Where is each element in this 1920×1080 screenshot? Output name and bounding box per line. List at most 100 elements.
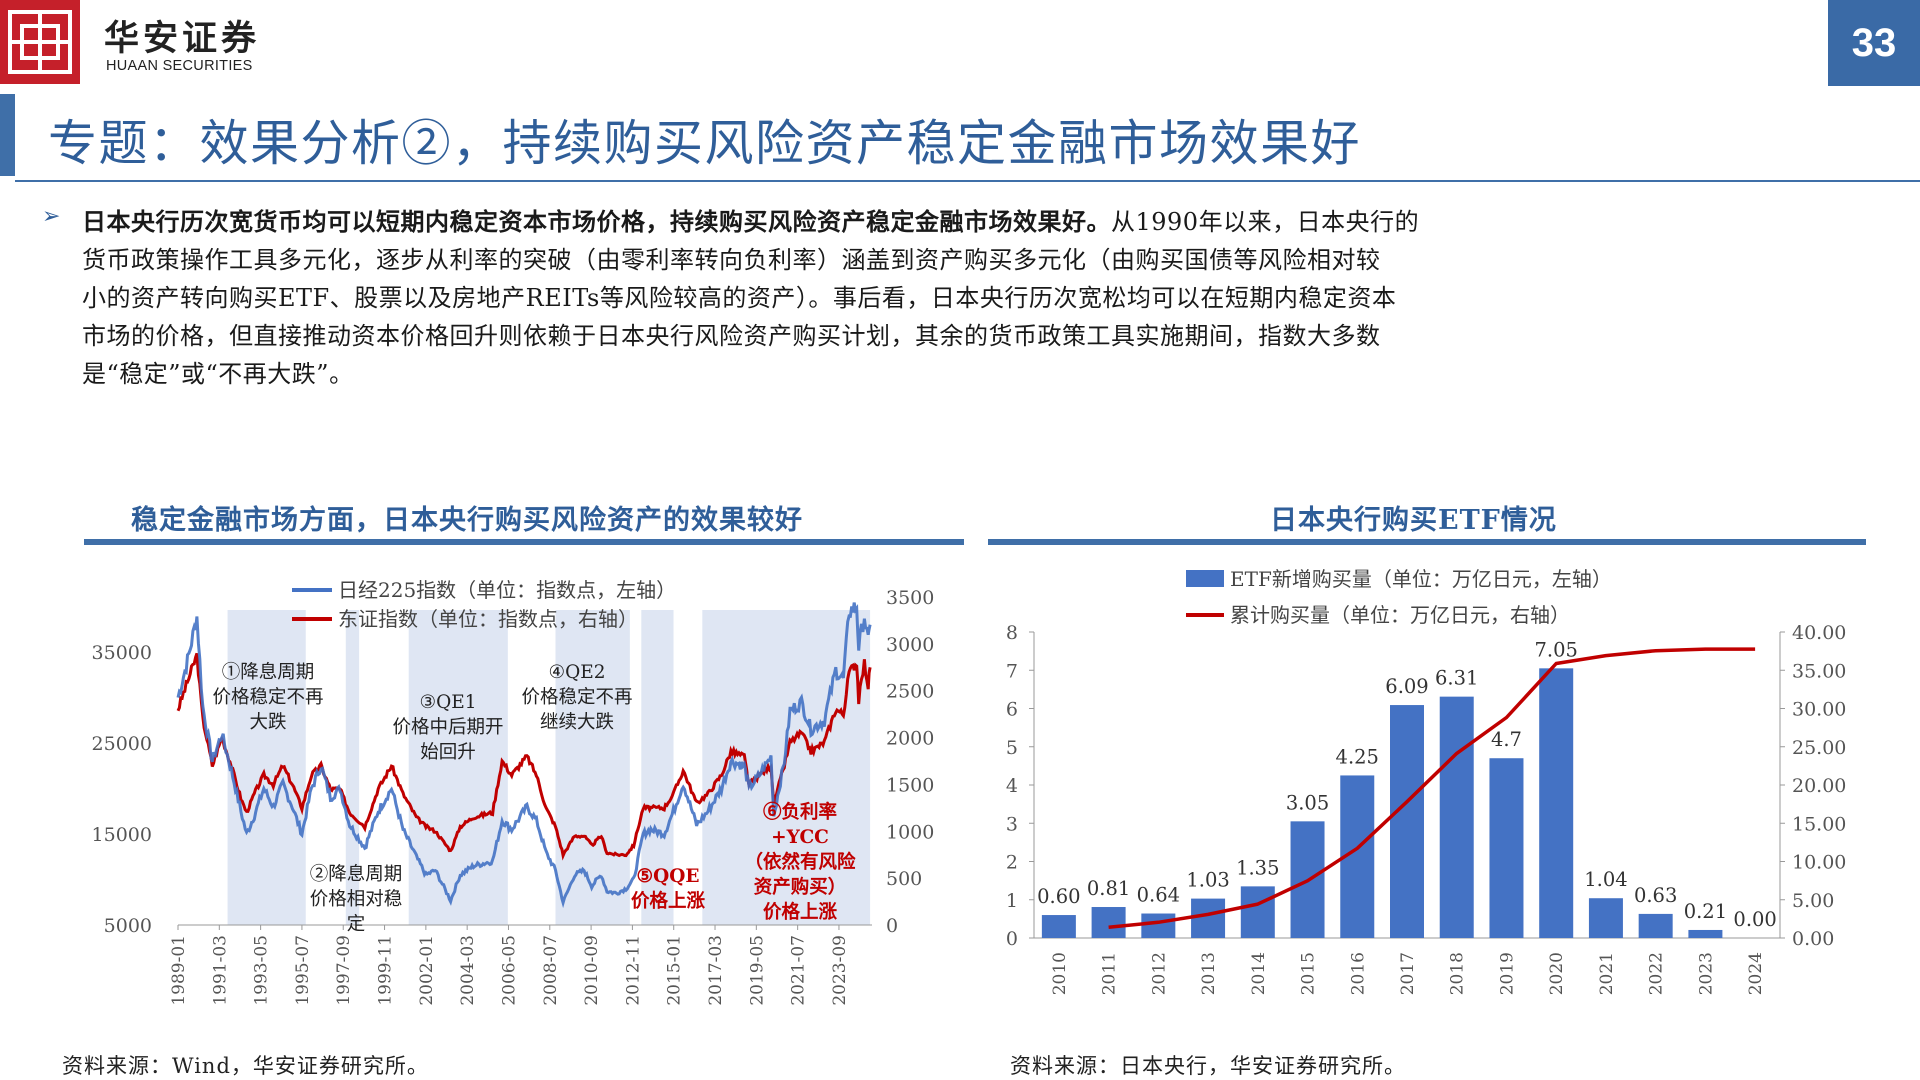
paragraph-line: 市场的价格，但直接推动资本价格回升则依赖于日本央行风险资产购买计划，其余的货币政… bbox=[82, 322, 1381, 350]
brand-name-en: HUAAN SECURITIES bbox=[106, 58, 253, 74]
nikkei-line bbox=[176, 602, 872, 909]
bar bbox=[1390, 705, 1424, 938]
x-axis-tick-label: 1995-07 bbox=[293, 935, 313, 1006]
bar bbox=[1141, 913, 1176, 938]
bar bbox=[1588, 898, 1623, 938]
left-chart-title-divider bbox=[84, 539, 964, 545]
bar-value-label: 1.35 bbox=[1236, 856, 1279, 879]
x-axis-tick-label: 2008-07 bbox=[541, 935, 561, 1006]
paragraph-lead-bold: 日本央行历次宽货币均可以短期内稳定资本市场价格，持续购买风险资产稳定金融市场效果… bbox=[82, 207, 1111, 236]
right-axis-tick-label: 2000 bbox=[886, 728, 934, 750]
bar-value-label: 3.05 bbox=[1286, 791, 1329, 814]
bar-value-label: 7.05 bbox=[1534, 638, 1577, 661]
x-axis-tick-label: 2020 bbox=[1547, 952, 1567, 995]
x-axis-tick-label: 2021 bbox=[1597, 952, 1617, 995]
bar-value-label: 4.7 bbox=[1491, 728, 1522, 751]
x-axis-tick-label: 2017-03 bbox=[706, 935, 726, 1006]
right-axis-tick-label: 1000 bbox=[886, 821, 934, 843]
left-axis-tick-label: 3 bbox=[1006, 813, 1018, 835]
x-axis-tick-label: 2023 bbox=[1696, 952, 1716, 995]
right-axis-tick-label: 25.00 bbox=[1792, 737, 1846, 759]
x-axis-tick-label: 2024 bbox=[1746, 952, 1766, 995]
right-axis-tick-label: 35.00 bbox=[1792, 660, 1846, 682]
x-axis-tick-label: 2002-01 bbox=[417, 935, 437, 1006]
page-title: 专题：效果分析②，持续购买风险资产稳定金融市场效果好 bbox=[48, 115, 1362, 172]
x-axis-tick-label: 2019-05 bbox=[747, 935, 767, 1006]
left-axis-tick-label: 2 bbox=[1006, 852, 1018, 874]
paragraph-line: 小的资产转向购买ETF、股票以及房地产REITs等风险较高的资产）。事后看，日本… bbox=[82, 284, 1397, 312]
left-axis-tick-label: 5000 bbox=[104, 915, 152, 937]
right-axis-tick-label: 0.00 bbox=[1792, 928, 1834, 950]
bar-value-label: 0.81 bbox=[1087, 877, 1130, 900]
x-axis-tick-label: 2012 bbox=[1149, 952, 1169, 995]
bullet-arrow-icon: ➢ bbox=[42, 204, 61, 229]
bar-value-label: 0.21 bbox=[1684, 900, 1727, 923]
legend-label: 日经225指数（单位：指数点，左轴） bbox=[338, 578, 676, 602]
chart-annotation: 价格中后期开 bbox=[392, 717, 503, 738]
right-axis-tick-label: 3500 bbox=[886, 587, 934, 609]
right-axis-tick-label: 40.00 bbox=[1792, 622, 1846, 644]
paragraph-line: 日本央行历次宽货币均可以短期内稳定资本市场价格，持续购买风险资产稳定金融市场效果… bbox=[82, 203, 1802, 241]
left-axis-tick-label: 35000 bbox=[92, 642, 152, 664]
x-axis-tick-label: 2015 bbox=[1299, 952, 1319, 995]
x-axis-tick-label: 2010 bbox=[1050, 952, 1070, 995]
chart-annotation: 继续大跌 bbox=[540, 712, 614, 733]
left-axis-tick-label: 7 bbox=[1006, 660, 1018, 682]
chart-annotation: ①降息周期 bbox=[222, 662, 315, 683]
bar bbox=[1638, 913, 1673, 938]
paragraph-line: 是“稳定”或“不再大跌”。 bbox=[82, 360, 354, 388]
left-axis-tick-label: 1 bbox=[1006, 890, 1018, 912]
left-axis-tick-label: 8 bbox=[1006, 622, 1018, 644]
chart-annotation: ②降息周期 bbox=[310, 864, 403, 885]
legend-swatch bbox=[1186, 570, 1224, 587]
x-axis-tick-label: 2023-09 bbox=[830, 935, 850, 1006]
x-axis-tick-label: 2017 bbox=[1398, 952, 1418, 995]
chart-annotation: ④QE2 bbox=[548, 662, 605, 683]
left-axis-tick-label: 25000 bbox=[92, 733, 152, 755]
bar-value-label: 6.31 bbox=[1435, 667, 1478, 690]
x-axis-tick-label: 2021-07 bbox=[789, 935, 809, 1006]
left-axis-tick-label: 6 bbox=[1006, 699, 1018, 721]
chart-annotation: +YCC bbox=[771, 827, 829, 848]
x-axis-tick-label: 2013 bbox=[1199, 952, 1219, 995]
x-axis-tick-label: 2015-01 bbox=[665, 935, 685, 1006]
chart-annotation: 价格上涨 bbox=[763, 901, 838, 923]
right-axis-tick-label: 5.00 bbox=[1792, 890, 1834, 912]
x-axis-tick-label: 2016 bbox=[1348, 952, 1368, 995]
bar bbox=[1439, 696, 1474, 938]
bar bbox=[1091, 907, 1126, 938]
chart-annotation: ⑥负利率 bbox=[763, 801, 837, 823]
x-axis-tick-label: 2010-09 bbox=[582, 935, 602, 1006]
bar-value-label: 1.03 bbox=[1186, 869, 1229, 892]
bar-value-label: 0.64 bbox=[1137, 884, 1180, 907]
cumulative-line bbox=[1108, 647, 1756, 929]
x-axis-tick-label: 1993-05 bbox=[252, 935, 272, 1006]
policy-period-shade bbox=[555, 610, 630, 925]
x-axis-tick-label: 2006-05 bbox=[499, 935, 519, 1006]
right-axis-tick-label: 2500 bbox=[886, 681, 934, 703]
x-axis-tick-label: 2022 bbox=[1647, 952, 1667, 995]
legend-label: 东证指数（单位：指数点，右轴） bbox=[338, 607, 638, 631]
bar bbox=[1688, 929, 1723, 938]
legend-label: ETF新增购买量（单位：万亿日元，左轴） bbox=[1230, 567, 1612, 591]
bar-value-label: 1.04 bbox=[1584, 868, 1627, 891]
x-axis-tick-label: 2011 bbox=[1100, 952, 1120, 995]
right-axis-tick-label: 500 bbox=[886, 868, 922, 890]
legend-label: 累计购买量（单位：万亿日元，右轴） bbox=[1230, 603, 1570, 627]
chart-annotation: ⑤QQE bbox=[637, 866, 700, 887]
bar bbox=[1041, 915, 1076, 938]
left-axis-tick-label: 5 bbox=[1006, 737, 1018, 759]
summary-paragraph: 日本央行历次宽货币均可以短期内稳定资本市场价格，持续购买风险资产稳定金融市场效果… bbox=[82, 203, 1802, 393]
x-axis-tick-label: 1991-03 bbox=[210, 935, 230, 1006]
chart-annotation: 价格相对稳 bbox=[310, 889, 403, 910]
nikkei-topix-chart: 5000 15000 25000 35000 0 500 1000 1500 2000 2500 3… bbox=[92, 578, 935, 1006]
right-axis-tick-label: 0 bbox=[886, 915, 898, 937]
x-axis-tick-label: 2012-11 bbox=[623, 935, 643, 1006]
bar bbox=[1489, 758, 1524, 938]
bar-value-label: 6.09 bbox=[1385, 675, 1428, 698]
bar-value-label: 0.60 bbox=[1037, 885, 1080, 908]
chart-annotation: 始回升 bbox=[420, 742, 476, 763]
logo-mark-icon bbox=[8, 10, 72, 74]
left-axis-tick-label: 0 bbox=[1006, 928, 1018, 950]
right-axis-tick-label: 30.00 bbox=[1792, 699, 1846, 721]
